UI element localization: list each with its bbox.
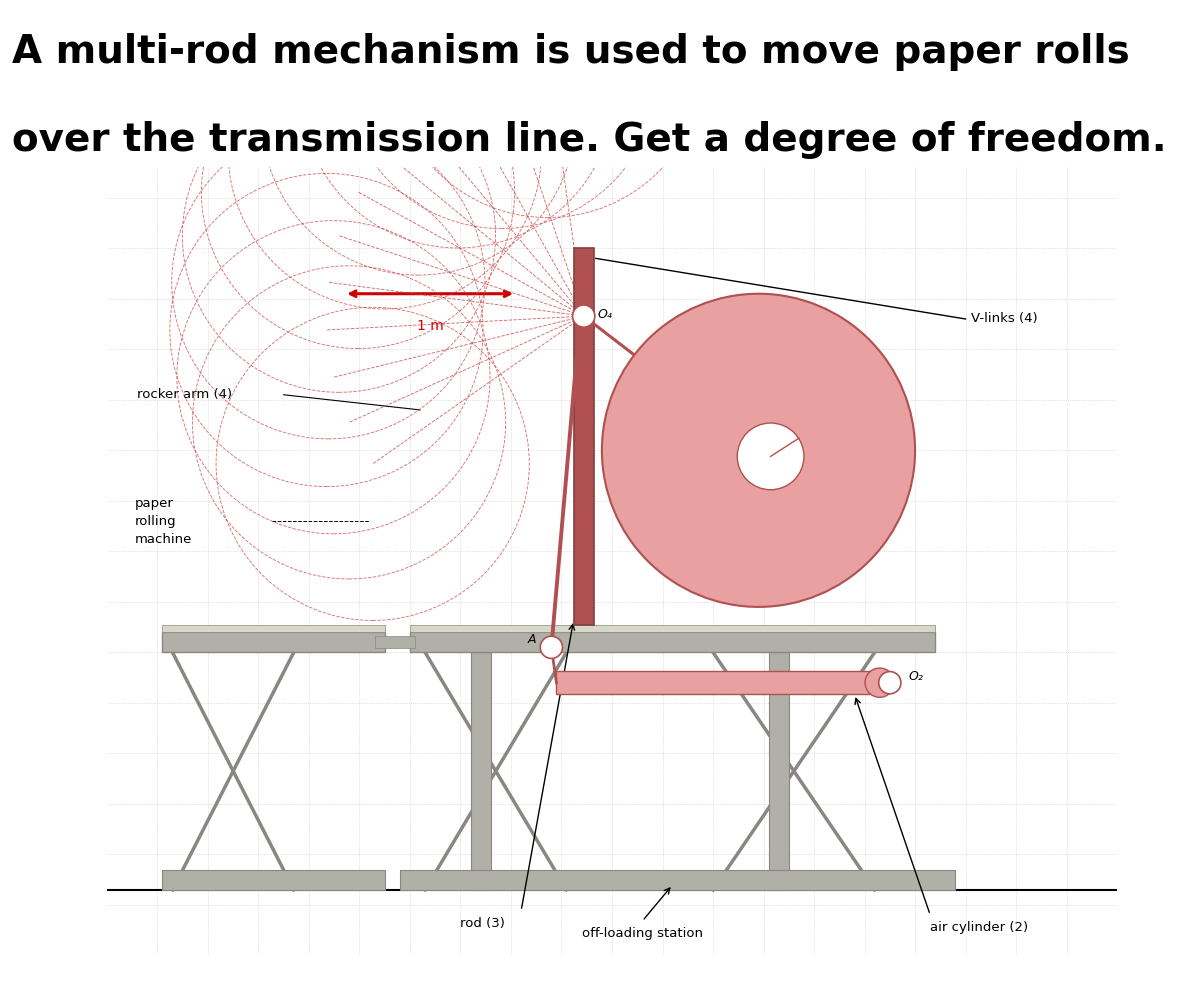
Text: V-links (4): V-links (4) bbox=[971, 312, 1037, 325]
Bar bbox=[162, 625, 385, 632]
Bar bbox=[574, 248, 594, 625]
Circle shape bbox=[737, 423, 804, 490]
Bar bbox=[374, 636, 415, 648]
Circle shape bbox=[602, 294, 916, 607]
Text: air cylinder (2): air cylinder (2) bbox=[930, 921, 1028, 934]
Text: O₂: O₂ bbox=[908, 670, 923, 684]
Bar bbox=[768, 652, 788, 889]
Bar bbox=[470, 652, 491, 889]
Text: rocker arm (4): rocker arm (4) bbox=[137, 388, 233, 401]
Text: A multi-rod mechanism is used to move paper rolls: A multi-rod mechanism is used to move pa… bbox=[12, 33, 1129, 72]
Bar bbox=[162, 870, 385, 889]
Bar bbox=[410, 632, 935, 652]
Bar bbox=[162, 632, 385, 652]
Circle shape bbox=[572, 305, 595, 327]
Text: O₄: O₄ bbox=[598, 307, 613, 320]
Circle shape bbox=[878, 672, 901, 693]
Circle shape bbox=[865, 668, 894, 697]
Text: A: A bbox=[528, 632, 536, 646]
Text: rod (3): rod (3) bbox=[461, 917, 505, 930]
Text: paper
rolling
machine: paper rolling machine bbox=[136, 496, 192, 546]
Bar bbox=[557, 671, 880, 694]
Text: 1 m: 1 m bbox=[416, 319, 444, 333]
Text: off-loading station: off-loading station bbox=[582, 927, 703, 940]
Circle shape bbox=[540, 636, 563, 658]
Bar bbox=[410, 625, 935, 632]
Text: over the transmission line. Get a degree of freedom.: over the transmission line. Get a degree… bbox=[12, 120, 1166, 159]
Bar bbox=[400, 870, 955, 889]
